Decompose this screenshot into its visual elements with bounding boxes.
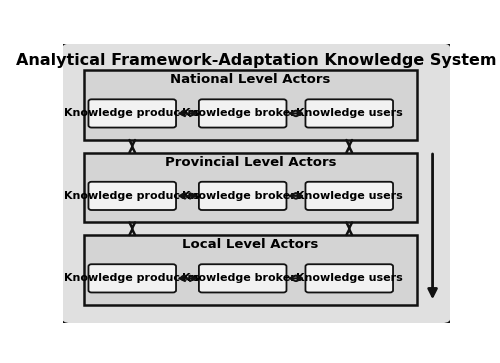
Text: Knowledge producers: Knowledge producers — [64, 191, 200, 201]
FancyBboxPatch shape — [199, 182, 286, 210]
FancyBboxPatch shape — [306, 264, 393, 293]
FancyBboxPatch shape — [88, 182, 176, 210]
FancyBboxPatch shape — [60, 42, 452, 325]
Text: Knowledge producers: Knowledge producers — [64, 273, 200, 284]
Text: Knowledge users: Knowledge users — [296, 109, 403, 118]
Text: Knowledge brokers: Knowledge brokers — [182, 191, 303, 201]
FancyBboxPatch shape — [84, 70, 417, 140]
Text: Analytical Framework-Adaptation Knowledge System: Analytical Framework-Adaptation Knowledg… — [16, 53, 496, 68]
Text: Knowledge users: Knowledge users — [296, 191, 403, 201]
FancyBboxPatch shape — [88, 99, 176, 127]
FancyBboxPatch shape — [306, 99, 393, 127]
Text: Knowledge users: Knowledge users — [296, 273, 403, 284]
FancyBboxPatch shape — [84, 235, 417, 305]
FancyBboxPatch shape — [84, 152, 417, 223]
Text: National Level Actors: National Level Actors — [170, 73, 330, 86]
Text: Knowledge brokers: Knowledge brokers — [182, 273, 303, 284]
FancyBboxPatch shape — [306, 182, 393, 210]
FancyBboxPatch shape — [199, 264, 286, 293]
Text: Knowledge producers: Knowledge producers — [64, 109, 200, 118]
FancyBboxPatch shape — [88, 264, 176, 293]
Text: Provincial Level Actors: Provincial Level Actors — [164, 156, 336, 169]
Text: Knowledge brokers: Knowledge brokers — [182, 109, 303, 118]
FancyBboxPatch shape — [199, 99, 286, 127]
Text: Local Level Actors: Local Level Actors — [182, 238, 318, 251]
